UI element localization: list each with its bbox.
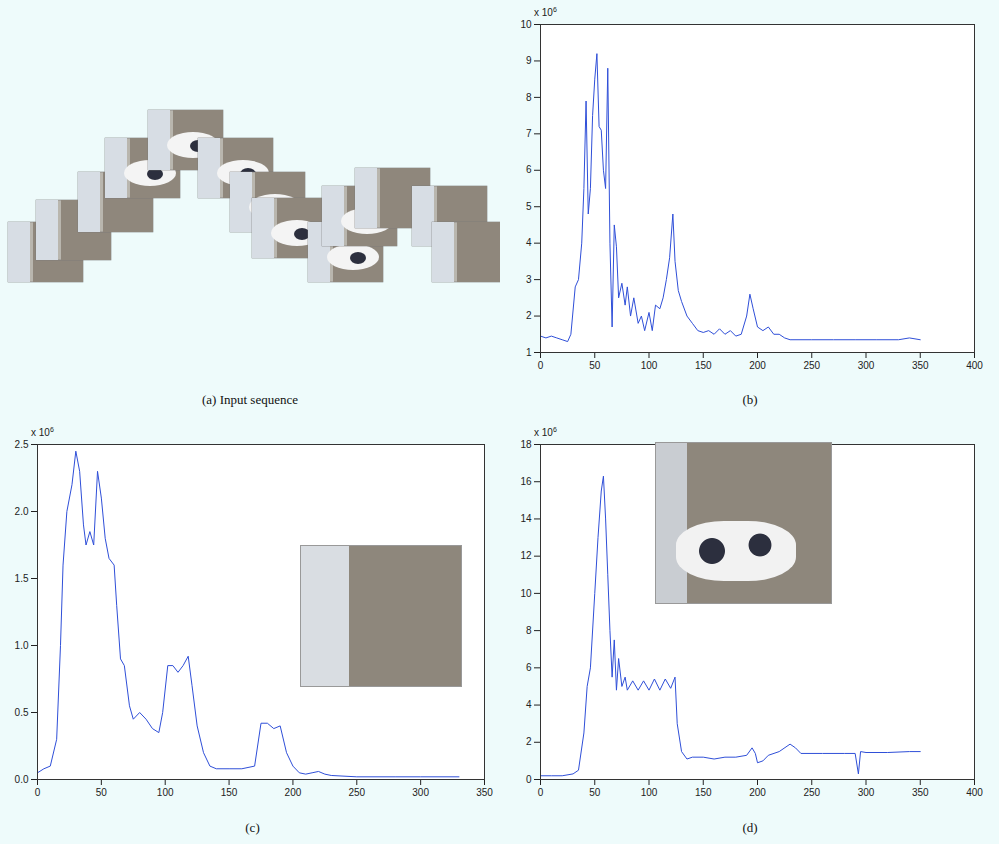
svg-text:50: 50 <box>589 787 601 798</box>
svg-text:10: 10 <box>520 588 532 599</box>
html-text:6: 6 <box>552 6 557 13</box>
svg-text:1: 1 <box>526 347 532 358</box>
svg-text:300: 300 <box>858 787 875 798</box>
svg-text:50: 50 <box>589 360 601 371</box>
svg-text:100: 100 <box>641 787 658 798</box>
svg-text:3: 3 <box>526 274 532 285</box>
svg-text:0.0: 0.0 <box>15 774 29 785</box>
html-text:6: 6 <box>552 426 557 433</box>
svg-text:8: 8 <box>526 92 532 103</box>
svg-text:8: 8 <box>526 625 532 636</box>
html-text:(d): (d) <box>742 820 758 835</box>
svg-text:300: 300 <box>858 360 875 371</box>
html-text:6: 6 <box>49 426 54 433</box>
svg-text:1.5: 1.5 <box>15 573 29 584</box>
svg-text:0: 0 <box>538 787 544 798</box>
svg-text:6: 6 <box>526 662 532 673</box>
svg-text:4: 4 <box>526 237 532 248</box>
html-text:(b): (b) <box>742 392 758 407</box>
svg-text:2.0: 2.0 <box>15 506 29 517</box>
svg-text:150: 150 <box>221 787 238 798</box>
svg-text:2: 2 <box>526 310 532 321</box>
svg-text:350: 350 <box>912 787 929 798</box>
svg-text:12: 12 <box>520 550 532 561</box>
svg-text:2.5: 2.5 <box>15 439 29 450</box>
html-text:x 10: x 10 <box>534 7 553 19</box>
html-text:x 10: x 10 <box>31 427 50 439</box>
svg-text:9: 9 <box>526 55 532 66</box>
html-text:(a) Input sequence: (a) Input sequence <box>202 392 298 407</box>
svg-text:16: 16 <box>520 476 532 487</box>
svg-text:14: 14 <box>520 513 532 524</box>
svg-text:200: 200 <box>749 360 766 371</box>
svg-text:1.0: 1.0 <box>15 640 29 651</box>
svg-text:200: 200 <box>285 787 302 798</box>
svg-text:250: 250 <box>803 360 820 371</box>
svg-text:150: 150 <box>695 360 712 371</box>
svg-text:350: 350 <box>476 787 493 798</box>
svg-text:250: 250 <box>348 787 365 798</box>
svg-text:200: 200 <box>749 787 766 798</box>
svg-text:10: 10 <box>520 19 532 30</box>
svg-text:400: 400 <box>966 787 983 798</box>
svg-text:5: 5 <box>526 201 532 212</box>
svg-text:18: 18 <box>520 439 532 450</box>
html-text:x 10: x 10 <box>534 427 553 439</box>
svg-text:100: 100 <box>641 360 658 371</box>
svg-text:7: 7 <box>526 128 532 139</box>
svg-text:2: 2 <box>526 736 532 747</box>
svg-text:300: 300 <box>412 787 429 798</box>
svg-text:6: 6 <box>526 164 532 175</box>
svg-text:400: 400 <box>966 360 983 371</box>
svg-text:0: 0 <box>35 787 41 798</box>
svg-text:150: 150 <box>695 787 712 798</box>
svg-text:350: 350 <box>912 360 929 371</box>
html-text:(c): (c) <box>245 820 260 835</box>
svg-text:50: 50 <box>96 787 108 798</box>
svg-text:0: 0 <box>526 774 532 785</box>
svg-text:0.5: 0.5 <box>15 707 29 718</box>
svg-text:0: 0 <box>538 360 544 371</box>
svg-text:100: 100 <box>157 787 174 798</box>
svg-text:250: 250 <box>803 787 820 798</box>
svg-text:4: 4 <box>526 699 532 710</box>
